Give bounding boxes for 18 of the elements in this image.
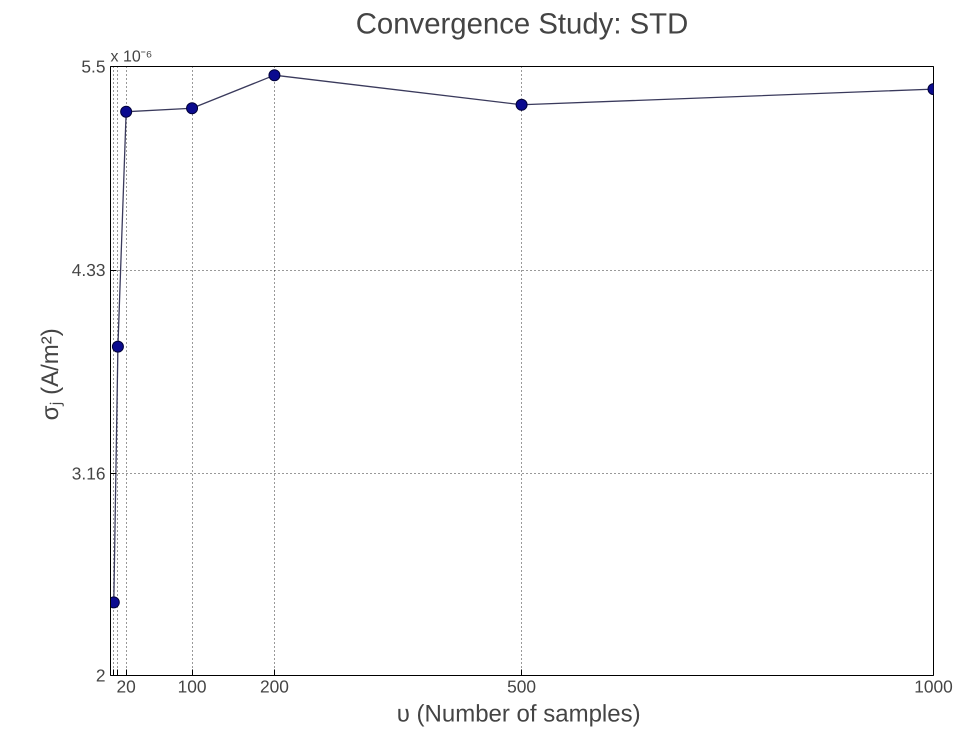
x-tick-label: 100 <box>178 676 207 696</box>
point <box>120 106 132 118</box>
x-tick-label: 500 <box>507 676 536 696</box>
point <box>112 340 124 353</box>
y-tick-label: 2 <box>96 666 106 686</box>
x-tick-label: 1000 <box>914 676 953 696</box>
y-axis-title: σⱼ (A/m²) <box>36 328 64 420</box>
y-tick-label: 3.16 <box>72 464 106 484</box>
x-axis-title: υ (Number of samples) <box>396 700 641 728</box>
chart-title: Convergence Study: STD <box>356 8 688 40</box>
x-tick-label: 200 <box>260 676 289 696</box>
y-tick-label: 4.33 <box>72 260 106 280</box>
y-tick-label: 5.5 <box>81 56 106 76</box>
text: x 10⁻⁶ <box>110 48 152 66</box>
point <box>268 69 280 82</box>
point <box>516 98 528 111</box>
x-tick-label: 20 <box>116 676 136 696</box>
point <box>186 102 198 114</box>
